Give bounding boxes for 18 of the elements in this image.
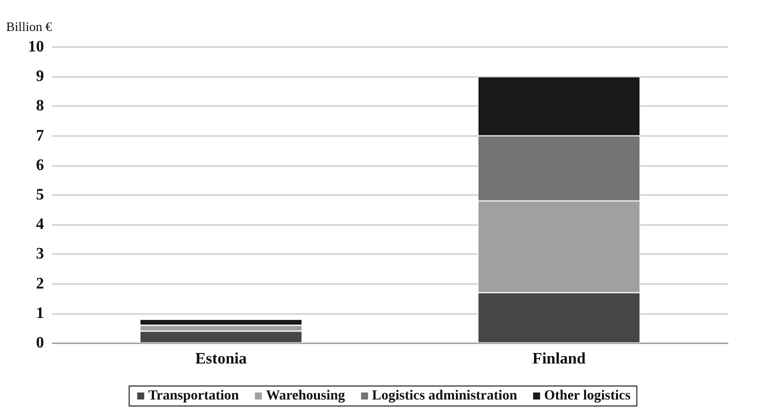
y-tick-label: 0 [36, 334, 44, 352]
y-tick-label: 2 [36, 275, 44, 292]
x-tick-label: Finland [532, 350, 586, 368]
y-axis-title: Billion € [6, 19, 52, 34]
y-tick-label: 10 [28, 38, 44, 56]
y-tick-label: 3 [36, 246, 44, 263]
y-tick-label: 4 [36, 216, 44, 234]
y-tick-label: 1 [36, 304, 44, 322]
y-tick-label: 9 [36, 68, 44, 86]
legend-label: Warehousing [266, 388, 346, 404]
legend-label: Transportation [148, 388, 240, 404]
y-tick-label: 6 [36, 156, 44, 174]
y-tick-label: 5 [36, 186, 44, 204]
legend-label: Logistics administration [372, 388, 518, 404]
x-tick-label: Estonia [195, 350, 247, 368]
y-tick-label: 8 [36, 98, 44, 115]
y-tick-label: 7 [36, 127, 44, 144]
legend-label: Other logistics [544, 388, 632, 404]
